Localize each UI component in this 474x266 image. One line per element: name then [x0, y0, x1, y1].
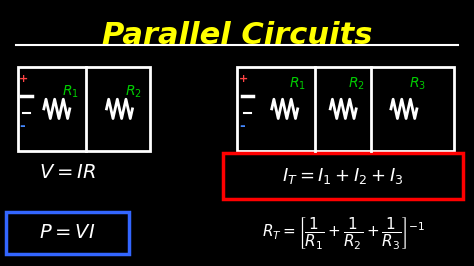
Text: $R_3$: $R_3$	[409, 76, 426, 92]
Text: +: +	[19, 74, 28, 84]
Text: $R_1$: $R_1$	[290, 76, 306, 92]
Text: $I_T = I_1 + I_2 + I_3$: $I_T = I_1 + I_2 + I_3$	[282, 165, 404, 186]
Text: -: -	[239, 119, 245, 133]
Text: Parallel Circuits: Parallel Circuits	[102, 21, 372, 50]
Text: $V = IR$: $V = IR$	[39, 163, 96, 182]
Text: $R_T = \left[\dfrac{1}{R_1} + \dfrac{1}{R_2} + \dfrac{1}{R_3}\right]^{-1}$: $R_T = \left[\dfrac{1}{R_1} + \dfrac{1}{…	[262, 215, 425, 251]
Bar	[18, 67, 150, 151]
Text: $P = VI$: $P = VI$	[39, 223, 95, 242]
Text: $R_2$: $R_2$	[125, 84, 142, 100]
Text: -: -	[19, 119, 25, 133]
Text: $R_1$: $R_1$	[63, 84, 79, 100]
Text: +: +	[239, 74, 248, 84]
Bar	[237, 67, 454, 151]
Text: $R_2$: $R_2$	[348, 76, 365, 92]
